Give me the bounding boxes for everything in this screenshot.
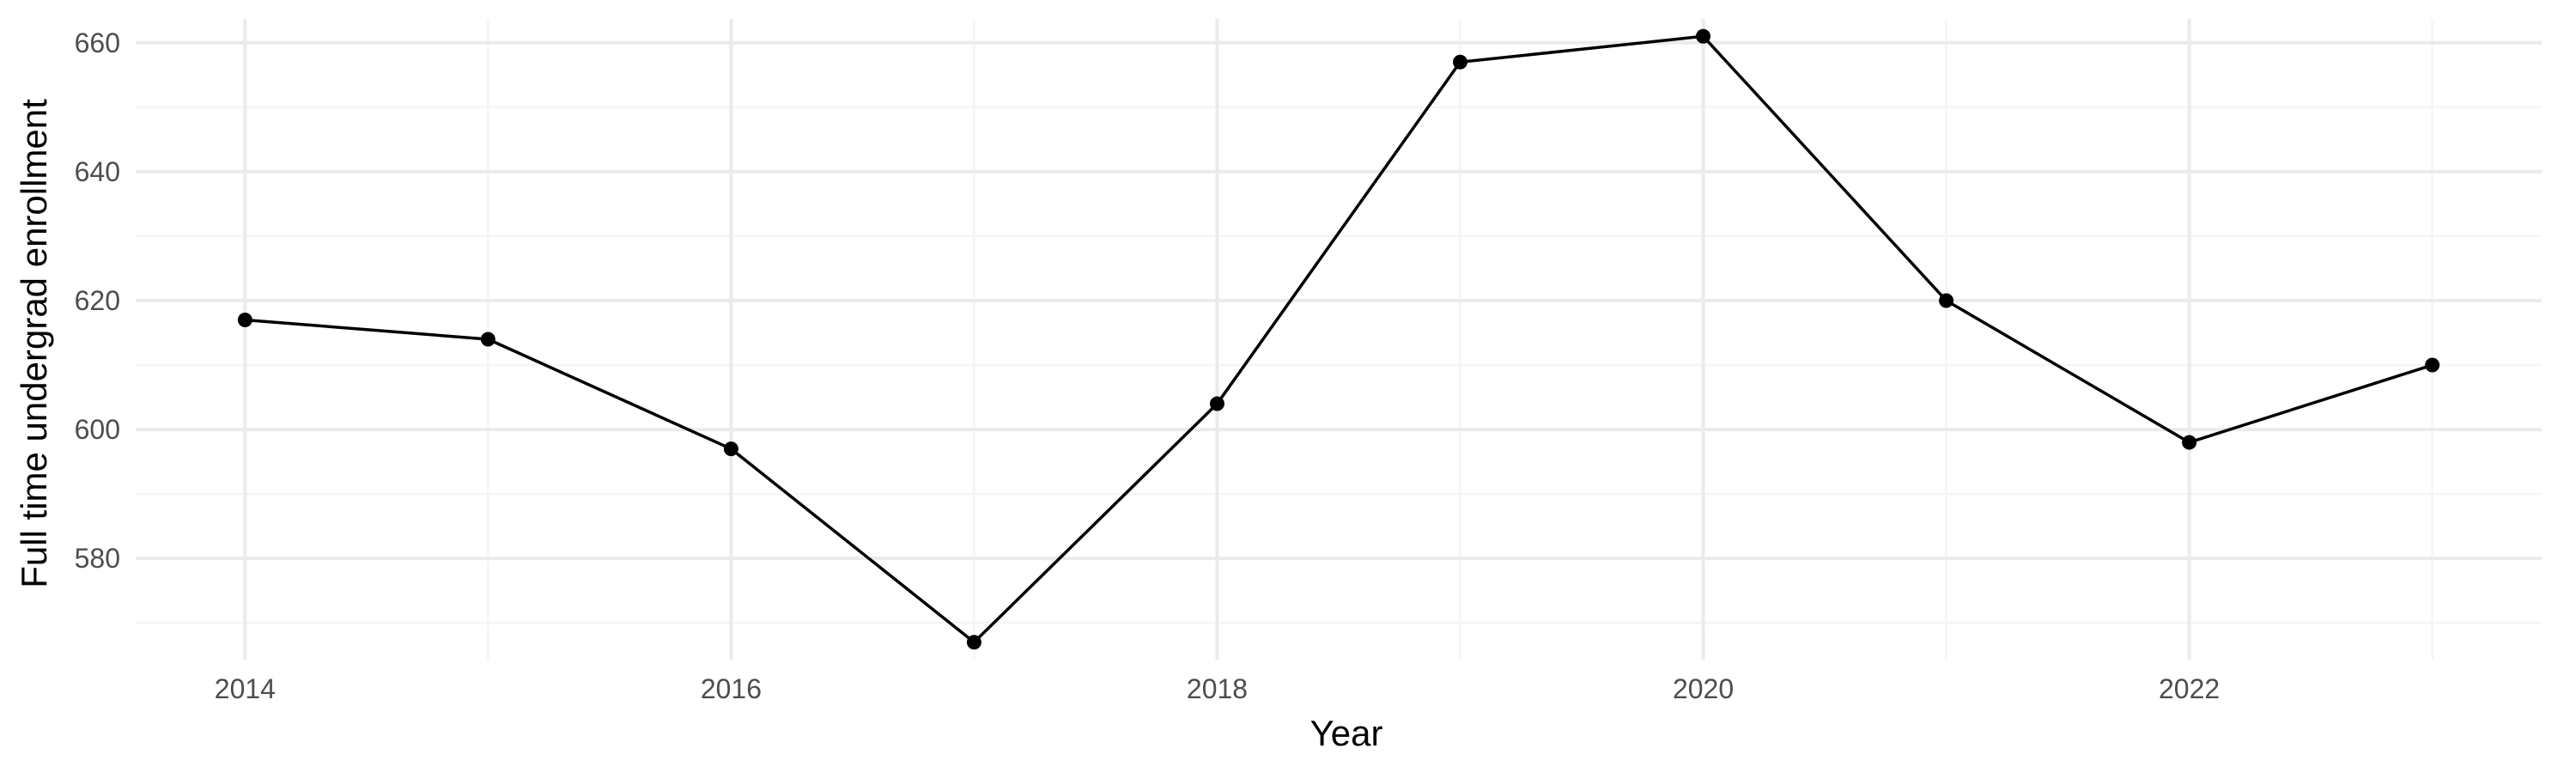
data-point [966, 635, 981, 650]
series-layer [237, 28, 2440, 650]
x-tick-label: 2022 [2159, 673, 2220, 704]
data-point [1696, 28, 1711, 44]
y-axis-title: Full time undergrad enrollment [14, 99, 54, 588]
y-axis-tick-labels: 580 600 620 640 660 [75, 27, 120, 574]
data-point [237, 312, 252, 327]
data-point [723, 441, 738, 457]
y-tick-label: 580 [75, 543, 120, 574]
major-gridlines [136, 19, 2542, 660]
data-point [2425, 357, 2440, 373]
data-point [2182, 435, 2197, 450]
data-point [1939, 293, 1954, 308]
x-tick-label: 2014 [215, 673, 276, 704]
data-point [1453, 54, 1468, 70]
data-point [1209, 396, 1224, 411]
y-tick-label: 660 [75, 27, 120, 58]
minor-gridlines [136, 19, 2542, 660]
x-axis-title: Year [1310, 713, 1383, 753]
y-tick-label: 640 [75, 156, 120, 187]
x-axis-tick-labels: 2014 2016 2018 2020 2022 [215, 673, 2220, 704]
x-tick-label: 2016 [701, 673, 762, 704]
x-tick-label: 2018 [1187, 673, 1248, 704]
x-tick-label: 2020 [1673, 673, 1734, 704]
y-tick-label: 600 [75, 414, 120, 445]
data-point [480, 332, 495, 347]
y-tick-label: 620 [75, 285, 120, 316]
series-line [245, 34, 2433, 644]
